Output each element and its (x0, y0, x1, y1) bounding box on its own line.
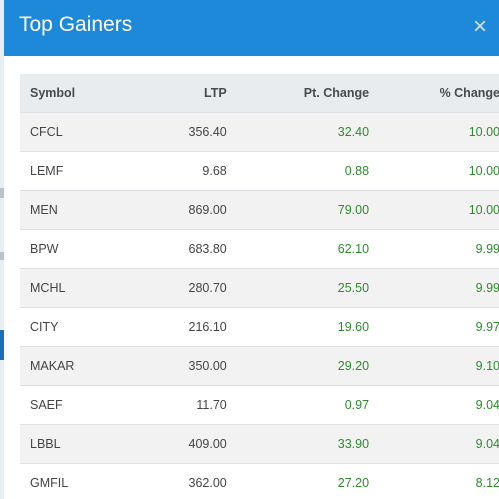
pct-change-cell: 8.12 (369, 463, 499, 499)
pct-change-cell: 9.99 (369, 229, 499, 269)
modal-title: Top Gainers (19, 13, 133, 36)
column-header-pct-change[interactable]: % Change (369, 74, 499, 113)
column-header-ltp[interactable]: LTP (134, 74, 227, 113)
symbol-cell: MEN (20, 190, 135, 230)
symbol-cell: CFCL (20, 112, 135, 152)
symbol-cell: SAEF (20, 385, 135, 425)
ltp-cell: 216.10 (134, 307, 227, 347)
table-row[interactable]: LBBL 409.00 33.90 9.04 (20, 424, 499, 464)
pt-change-cell: 19.60 (226, 307, 370, 347)
pct-change-cell: 10.00 (369, 112, 499, 152)
table-row[interactable]: MAKAR 350.00 29.20 9.10 (20, 346, 499, 386)
background-fragment (0, 188, 4, 198)
background-page (0, 0, 6, 499)
column-header-symbol[interactable]: Symbol (20, 74, 135, 113)
pct-change-cell: 9.97 (369, 307, 499, 347)
pt-change-cell: 33.90 (226, 424, 370, 464)
symbol-cell: MCHL (20, 268, 135, 308)
gainers-table: Symbol LTP Pt. Change % Change CFCL 356.4… (20, 74, 499, 499)
table-row[interactable]: MCHL 280.70 25.50 9.99 (20, 268, 499, 308)
ltp-cell: 683.80 (134, 229, 227, 269)
symbol-cell: GMFIL (20, 463, 135, 499)
pct-change-cell: 9.04 (369, 385, 499, 425)
symbol-cell: BPW (20, 229, 135, 269)
modal-body: Symbol LTP Pt. Change % Change CFCL 356.4… (20, 74, 499, 499)
table-row[interactable]: MEN 869.00 79.00 10.00 (20, 190, 499, 230)
symbol-cell: CITY (20, 307, 135, 347)
ltp-cell: 409.00 (134, 424, 227, 464)
table-row[interactable]: BPW 683.80 62.10 9.99 (20, 229, 499, 269)
ltp-cell: 356.40 (134, 112, 227, 152)
pct-change-cell: 9.10 (369, 346, 499, 386)
table-header-row: Symbol LTP Pt. Change % Change (20, 74, 499, 113)
table-row[interactable]: GMFIL 362.00 27.20 8.12 (20, 463, 499, 499)
pt-change-cell: 25.50 (226, 268, 370, 308)
modal-header: Top Gainers × (4, 0, 499, 56)
ltp-cell: 11.70 (134, 385, 227, 425)
top-gainers-modal: Top Gainers × Symbol LTP Pt. Change % Ch… (4, 0, 499, 499)
ltp-cell: 9.68 (134, 151, 227, 191)
symbol-cell: LEMF (20, 151, 135, 191)
pct-change-cell: 10.00 (369, 151, 499, 191)
pt-change-cell: 0.88 (226, 151, 370, 191)
ltp-cell: 362.00 (134, 463, 227, 499)
table-row[interactable]: CFCL 356.40 32.40 10.00 (20, 112, 499, 152)
background-fragment (0, 330, 4, 360)
pct-change-cell: 9.04 (369, 424, 499, 464)
table-row[interactable]: SAEF 11.70 0.97 9.04 (20, 385, 499, 425)
table-row[interactable]: CITY 216.10 19.60 9.97 (20, 307, 499, 347)
pt-change-cell: 27.20 (226, 463, 370, 499)
symbol-cell: MAKAR (20, 346, 135, 386)
column-header-pt-change[interactable]: Pt. Change (226, 74, 370, 113)
pt-change-cell: 0.97 (226, 385, 370, 425)
pct-change-cell: 9.99 (369, 268, 499, 308)
table-row[interactable]: LEMF 9.68 0.88 10.00 (20, 151, 499, 191)
table-body: CFCL 356.40 32.40 10.00 LEMF 9.68 0.88 10.00 MEN… (20, 112, 499, 499)
close-icon[interactable]: × (472, 13, 487, 40)
pt-change-cell: 29.20 (226, 346, 370, 386)
pt-change-cell: 62.10 (226, 229, 370, 269)
symbol-cell: LBBL (20, 424, 135, 464)
pct-change-cell: 10.00 (369, 190, 499, 230)
background-fragment (0, 252, 4, 260)
ltp-cell: 869.00 (134, 190, 227, 230)
pt-change-cell: 79.00 (226, 190, 370, 230)
pt-change-cell: 32.40 (226, 112, 370, 152)
ltp-cell: 280.70 (134, 268, 227, 308)
ltp-cell: 350.00 (134, 346, 227, 386)
